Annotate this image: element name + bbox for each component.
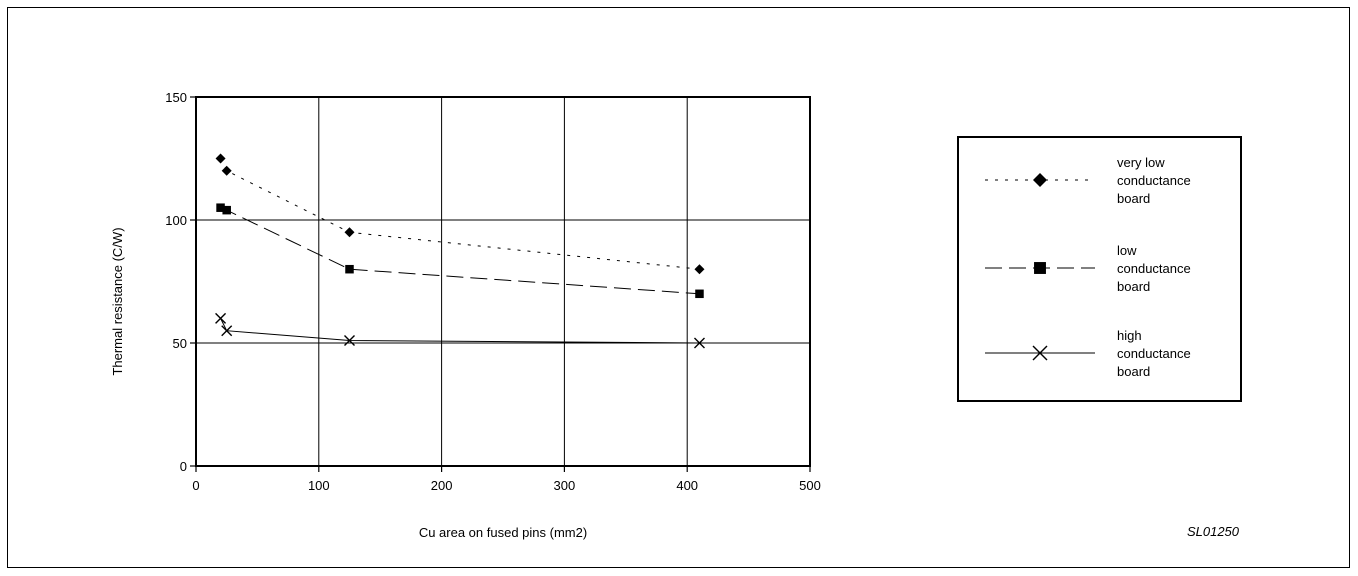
diamond-marker: [221, 165, 232, 176]
legend: [957, 136, 1242, 402]
diamond-marker: [694, 264, 705, 275]
series-line: [220, 318, 700, 344]
y-tick-label: 50: [173, 336, 187, 351]
x-tick-label: 200: [431, 478, 453, 493]
square-marker: [222, 205, 231, 215]
x-axis: 0 100 200 300 400 500: [192, 466, 821, 493]
y-tick-label: 0: [180, 459, 187, 474]
legend-label: conductance: [1117, 261, 1191, 276]
cross-marker: [221, 325, 233, 337]
x-tick-label: 0: [192, 478, 199, 493]
cross-stroke: [221, 325, 233, 337]
y-axis: 0 50 100 150: [165, 90, 196, 474]
y-tick-label: 150: [165, 90, 187, 105]
legend-label: conductance: [1117, 346, 1191, 361]
x-tick-label: 400: [676, 478, 698, 493]
legend-label: conductance: [1117, 173, 1191, 188]
square-marker: [216, 203, 225, 212]
grid-lines: [196, 97, 810, 466]
series-line: [220, 207, 700, 295]
legend-entry: low conductance board: [985, 243, 1191, 294]
cross-stroke: [1032, 345, 1048, 361]
cross-marker: [215, 312, 227, 324]
square-marker: [695, 289, 704, 299]
x-tick-label: 300: [554, 478, 576, 493]
diamond-marker: [215, 153, 226, 164]
legend-label: board: [1117, 364, 1150, 379]
legend-label: low: [1117, 243, 1137, 258]
legend-label: high: [1117, 328, 1142, 343]
square-marker: [345, 264, 354, 274]
figure-frame: [7, 7, 1350, 568]
legend-entry: very low conductance board: [985, 155, 1191, 206]
legend-label: board: [1117, 191, 1150, 206]
legend-entries: very low conductance board low conductance bo…: [985, 155, 1191, 379]
cross-stroke: [693, 337, 705, 349]
cross-stroke: [344, 335, 355, 347]
series-line: [220, 158, 700, 270]
series-diamond: [215, 153, 705, 275]
figure-code: SL01250: [1187, 524, 1240, 539]
y-axis-title: Thermal resistance (C/W): [110, 227, 125, 375]
x-tick-label: 500: [799, 478, 821, 493]
cross-marker: [344, 335, 355, 347]
legend-label: board: [1117, 279, 1150, 294]
cross-stroke: [215, 312, 227, 324]
series-square: [216, 203, 704, 299]
x-axis-title: Cu area on fused pins (mm2): [419, 525, 587, 540]
x-tick-label: 100: [308, 478, 330, 493]
legend-entry: high conductance board: [985, 328, 1191, 379]
square-marker: [1034, 262, 1046, 274]
legend-label: very low: [1117, 155, 1165, 170]
cross-marker: [693, 337, 705, 349]
y-tick-label: 100: [165, 213, 187, 228]
cross-marker: [1032, 345, 1048, 361]
plot-area: [195, 96, 811, 467]
diamond-marker: [344, 227, 355, 238]
diamond-marker: [1033, 173, 1047, 187]
series-cross: [215, 312, 705, 349]
series-group: [215, 153, 705, 349]
